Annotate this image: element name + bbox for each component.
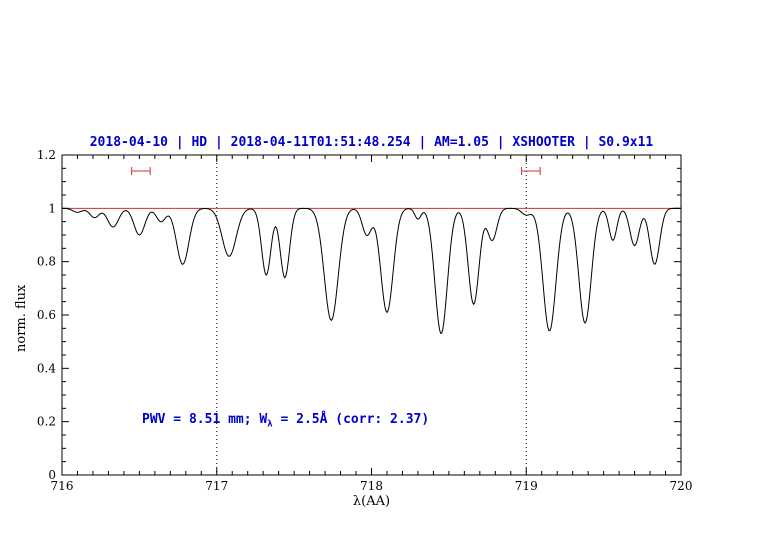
pwv-annotation-post: = 2.5Å (corr: 2.37) [272,412,430,427]
spectrum-line [61,207,681,334]
y-tick-label: 1 [48,201,56,215]
y-tick-label: 0.6 [37,308,56,322]
y-tick-label: 0 [48,468,56,482]
pwv-annotation-sub: λ [267,419,273,430]
plot-title: 2018-04-10 | HD | 2018-04-11T01:51:48.25… [89,135,654,150]
x-tick-label: 718 [360,479,383,493]
y-tick-label: 0.4 [37,361,56,375]
y-axis-label: norm. flux [14,284,29,352]
x-tick-label: 720 [670,479,693,493]
pwv-annotation-pre: PWV = 8.51 mm; W [142,412,268,427]
x-tick-label: 717 [205,479,228,493]
pwv-annotation: PWV = 8.51 mm; Wλ = 2.5Å (corr: 2.37) [142,412,429,430]
x-axis-label: λ(AA) [352,494,391,509]
y-tick-label: 0.8 [37,255,56,269]
y-tick-label: 0.2 [37,415,56,429]
x-tick-label: 716 [51,479,74,493]
y-tick-label: 1.2 [37,148,56,162]
x-tick-label: 719 [515,479,538,493]
